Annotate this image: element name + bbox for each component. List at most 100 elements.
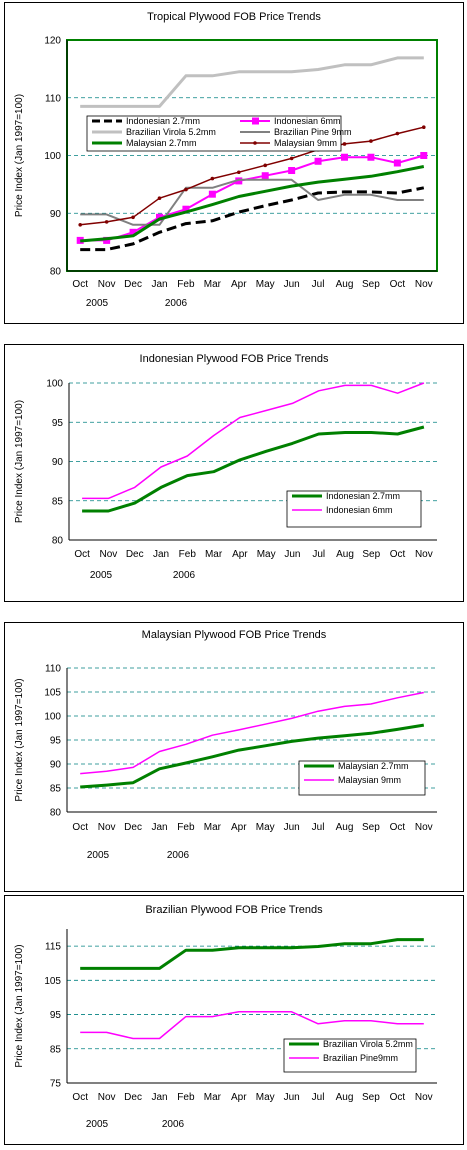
x-tick-label: Jun <box>284 549 300 560</box>
year-label: 2006 <box>162 1119 185 1130</box>
legend-label: Brazilian Pine 9mm <box>274 127 352 137</box>
x-tick-label: Oct <box>72 279 88 290</box>
chart-panel-brazilian: Brazilian Plywood FOB Price Trends 75 85 95… <box>4 895 464 1145</box>
chart-malaysian: Malaysian Plywood FOB Price Trends 80 85 90… <box>14 629 437 861</box>
y-tick-label: 95 <box>52 418 64 429</box>
data-point <box>289 156 294 161</box>
data-point <box>395 131 400 136</box>
y-tick-label: 80 <box>50 267 62 278</box>
x-tick-label: May <box>257 549 276 560</box>
data-point <box>157 196 162 201</box>
x-tick-label: Feb <box>177 279 195 290</box>
x-tick-label: May <box>256 1092 275 1103</box>
x-tick-label: Jan <box>151 279 167 290</box>
series-line <box>80 186 425 252</box>
year-label: 2006 <box>167 850 190 861</box>
x-tick-label: Jul <box>312 549 325 560</box>
series-line <box>82 382 425 500</box>
chart-title: Tropical Plywood FOB Price Trends <box>147 11 321 23</box>
data-point <box>342 142 347 146</box>
chart-tropical: Tropical Plywood FOB Price Trends 80 90 100… <box>14 11 438 309</box>
data-point <box>369 139 373 143</box>
data-point <box>131 215 135 220</box>
x-tick-label: Nov <box>100 549 118 560</box>
y-axis-label: Price Index (Jan 1997=100) <box>14 400 25 523</box>
x-tick-label: May <box>256 279 275 290</box>
x-tick-label: Mar <box>204 822 222 833</box>
x-tick-label: Aug <box>336 1092 354 1103</box>
y-tick-label: 95 <box>50 1010 62 1021</box>
legend-label: Malaysian 2.7mm <box>338 761 409 771</box>
data-point <box>156 213 163 221</box>
x-tick-label: Sep <box>362 279 380 290</box>
x-tick-label: Mar <box>204 1092 222 1103</box>
y-tick-label: 105 <box>44 688 61 699</box>
x-tick-label: Jun <box>284 279 300 290</box>
data-point <box>393 159 401 167</box>
data-point <box>103 236 111 244</box>
chart-title: Indonesian Plywood FOB Price Trends <box>140 353 329 365</box>
x-tick-label: Jun <box>284 1092 300 1103</box>
y-tick-label: 120 <box>44 36 61 47</box>
series-line <box>80 938 424 970</box>
legend-label: Indonesian 2.7mm <box>326 491 400 501</box>
x-tick-label: Feb <box>177 1092 195 1103</box>
series-line <box>80 56 424 108</box>
legend-label: Indonesian 6mm <box>274 116 341 126</box>
data-point <box>420 152 428 159</box>
x-tick-label: Sep <box>362 1092 380 1103</box>
y-tick-label: 80 <box>50 808 62 819</box>
x-tick-label: Sep <box>362 822 380 833</box>
chart-indonesian: Indonesian Plywood FOB Price Trends 80 85 9… <box>14 353 437 581</box>
x-tick-label: Nov <box>415 279 433 290</box>
x-tick-label: Aug <box>336 549 354 560</box>
y-tick-label: 100 <box>44 151 61 162</box>
x-tick-label: Oct <box>390 822 406 833</box>
x-tick-label: Oct <box>72 1092 88 1103</box>
legend-label: Indonesian 6mm <box>326 505 393 515</box>
data-point <box>235 177 243 185</box>
y-tick-label: 90 <box>52 457 64 468</box>
series-line <box>80 154 425 242</box>
x-tick-label: Jul <box>312 1092 325 1103</box>
y-tick-label: 90 <box>50 209 62 220</box>
year-label: 2005 <box>86 298 109 309</box>
x-tick-label: Oct <box>390 279 406 290</box>
x-tick-label: Jan <box>153 549 169 560</box>
data-point <box>288 167 296 175</box>
data-point <box>184 187 188 192</box>
series-line <box>80 126 424 226</box>
x-tick-label: Oct <box>390 1092 406 1103</box>
x-tick-label: Jan <box>151 822 167 833</box>
data-point <box>261 172 269 180</box>
data-point <box>210 176 215 181</box>
chart-panel-malaysian: Malaysian Plywood FOB Price Trends 80 85 90… <box>4 622 464 892</box>
legend-label: Brazilian Virola 5.2mm <box>126 127 216 137</box>
year-label: 2005 <box>86 1119 109 1130</box>
x-tick-label: Oct <box>390 549 406 560</box>
x-tick-label: Apr <box>231 822 247 833</box>
year-label: 2006 <box>165 298 188 309</box>
x-tick-label: May <box>256 822 275 833</box>
data-point <box>236 170 241 175</box>
x-tick-label: Nov <box>98 822 116 833</box>
y-tick-label: 80 <box>52 536 64 547</box>
x-tick-label: Nov <box>98 1092 116 1103</box>
data-point <box>367 153 375 161</box>
series-line <box>80 1011 424 1040</box>
x-tick-label: Sep <box>362 549 380 560</box>
legend-label: Malaysian 9mm <box>274 138 337 148</box>
legend-label: Malaysian 9mm <box>338 775 401 785</box>
series-line <box>82 425 425 513</box>
data-point <box>341 153 348 161</box>
chart-panel-tropical: Tropical Plywood FOB Price Trends 80 90 100… <box>4 2 464 324</box>
x-tick-label: Jul <box>312 822 325 833</box>
chart-title: Brazilian Plywood FOB Price Trends <box>145 904 323 916</box>
y-axis-label: Price Index (Jan 1997=100) <box>14 678 25 801</box>
chart-panel-indonesian: Indonesian Plywood FOB Price Trends 80 85 9… <box>4 344 464 602</box>
x-tick-label: Oct <box>74 549 90 560</box>
y-tick-label: 85 <box>50 784 62 795</box>
y-tick-label: 115 <box>45 942 61 953</box>
legend-marker <box>252 117 259 125</box>
legend-marker <box>253 141 257 145</box>
